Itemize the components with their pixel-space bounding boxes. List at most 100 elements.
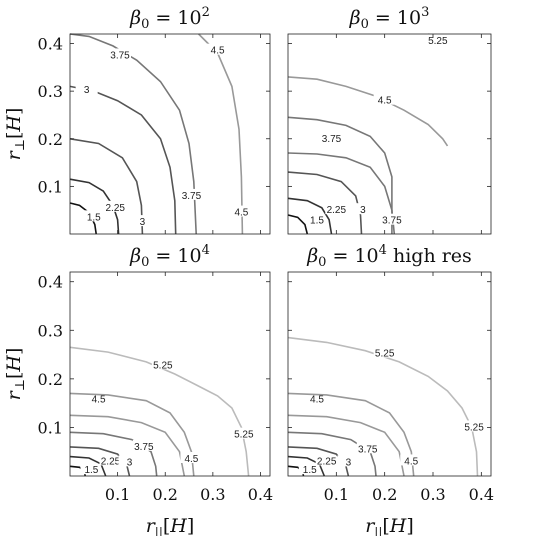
contour-label-bg	[206, 43, 229, 55]
y-tick-label: 0.4	[38, 273, 63, 292]
axes-frame	[287, 33, 492, 235]
subplot-1: 1.5 2.25 3 3 3.75 4.5 3.75 4.5 0.1 0.2 0.3 0.4 β0 = …	[3, 5, 271, 235]
contour-line-3	[69, 138, 144, 235]
contour-label: 1.5	[303, 465, 317, 476]
contour-label: 4.5	[234, 208, 248, 219]
contour-label-bg	[373, 93, 396, 105]
contour-label: 3.75	[110, 50, 130, 61]
contour-line-3.75	[287, 116, 393, 234]
y-tick-label: 0.3	[38, 82, 63, 101]
contour-label: 2.25	[106, 203, 126, 214]
contour-line-3	[69, 85, 177, 235]
contour-label: 3.75	[322, 134, 342, 145]
contour-label-bg	[131, 215, 154, 227]
contour-label-bg	[104, 200, 127, 212]
contour-label-bg	[118, 455, 141, 467]
y-tick-label: 0.2	[38, 130, 63, 149]
contour-label-bg	[400, 454, 423, 466]
y-tick-label: 0.1	[38, 418, 63, 437]
contour-label: 3	[84, 85, 90, 96]
contour-label-bg	[351, 203, 374, 215]
contour-label: 4.5	[378, 96, 392, 107]
subplot-title: β0 = 103	[349, 5, 430, 32]
contour-label: 5.25	[234, 430, 254, 441]
contour-label: 2.25	[327, 205, 347, 216]
contour-label: 4.5	[92, 394, 106, 405]
contour-label-bg	[298, 463, 321, 475]
contour-label-bg	[87, 392, 110, 404]
contour-label-bg	[325, 203, 348, 215]
contour-label: 4.5	[404, 456, 418, 467]
contour-line-2.25	[287, 197, 333, 235]
contour-label: 3	[127, 457, 133, 468]
contour-line-3.75	[287, 152, 396, 235]
contour-line-3	[69, 446, 131, 477]
contour-label: 1.5	[310, 216, 324, 227]
y-tick-label: 0.4	[38, 35, 63, 54]
contour-line-4.5	[69, 414, 186, 477]
contour-label: 5.25	[375, 349, 395, 360]
x-tick-label: 0.1	[324, 485, 349, 504]
contour-label: 3	[140, 217, 146, 228]
contour-label: 3.75	[134, 442, 154, 453]
contour-label-bg	[320, 131, 343, 143]
contour-label-bg	[132, 439, 155, 451]
contour-label: 5.25	[153, 360, 173, 371]
y-tick-label: 0.3	[38, 321, 63, 340]
axes-frame	[287, 271, 492, 477]
contour-line-1.5	[287, 214, 309, 235]
contour-label-bg	[230, 205, 253, 217]
contour-label: 4.5	[184, 454, 198, 465]
subplot-title: β0 = 104	[129, 243, 210, 270]
axes-frame	[69, 33, 271, 235]
contour-label-bg	[337, 455, 360, 467]
contour-label: 2.25	[317, 456, 337, 467]
contour-line-5.25	[287, 336, 479, 477]
subplot-2: 1.52.25 3 3.75 3.75 4.5 5.25 β0 = 103	[287, 5, 492, 235]
contour-label-bg	[306, 213, 328, 225]
contour-label: 3.75	[182, 191, 202, 202]
contour-line-2.25	[287, 455, 326, 477]
contour-label: 3.75	[358, 444, 378, 455]
x-tick-label: 0.3	[200, 485, 225, 504]
contour-label-bg	[306, 392, 328, 404]
contour-label: 5.25	[428, 36, 448, 47]
y-axis-label: r⊥[H]	[3, 348, 28, 401]
contour-label: 3	[346, 457, 352, 468]
y-tick-label: 0.2	[38, 370, 63, 389]
contour-line-4.5	[287, 414, 405, 477]
subplot-title: β0 = 102	[129, 5, 210, 32]
contour-label-bg	[75, 83, 98, 95]
contour-label-bg	[315, 454, 338, 466]
contour-line-2.25	[69, 455, 107, 477]
x-tick-label: 0.2	[153, 485, 178, 504]
contour-label-bg	[109, 48, 131, 60]
x-tick-label: 0.4	[469, 485, 494, 504]
y-tick-label: 0.1	[38, 177, 63, 196]
contour-label-bg	[380, 213, 403, 225]
contour-label-bg	[426, 34, 449, 46]
contour-label-bg	[82, 210, 105, 222]
contour-label-bg	[180, 452, 203, 463]
subplot-title: β0 = 104 high res	[306, 243, 472, 270]
contour-line-3.75	[69, 33, 197, 235]
contour-label-bg	[356, 442, 379, 454]
subplot-3: 1.52.25 33.75 4.5 4.5 5.25 5.25 0.1 0.2 0.3 0.4 0.…	[3, 243, 273, 539]
x-tick-label: 0.3	[420, 485, 445, 504]
contour-line-3	[287, 171, 363, 235]
contour-label-bg	[180, 188, 203, 200]
contour-label-bg	[232, 427, 255, 439]
x-tick-label: 0.4	[248, 485, 273, 504]
y-axis-label: r⊥[H]	[3, 108, 28, 161]
contour-label: 4.5	[211, 46, 225, 57]
contour-label: 3	[360, 205, 366, 216]
contour-line-3	[287, 446, 350, 477]
contour-label: 4.5	[310, 394, 324, 405]
contour-label-bg	[373, 346, 396, 358]
contour-label: 1.5	[84, 465, 98, 476]
contour-line-4.5	[198, 33, 244, 235]
contour-line-4.5	[287, 392, 415, 477]
contour-label-bg	[151, 358, 174, 370]
